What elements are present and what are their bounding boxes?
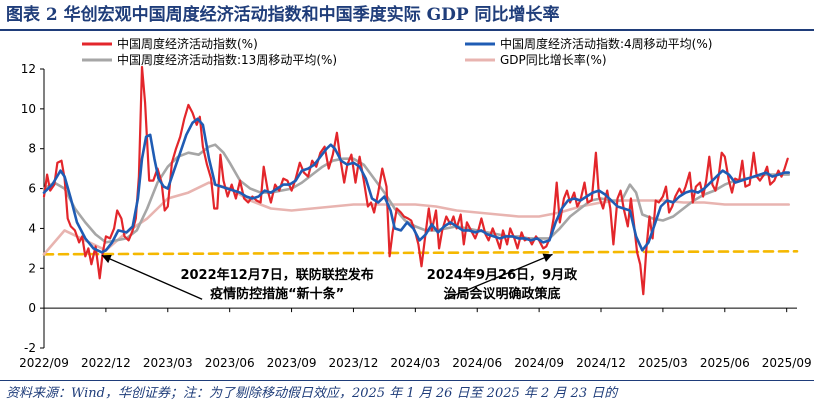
- x-tick-label: 2025/06: [700, 356, 750, 370]
- footer-rule: [0, 380, 814, 381]
- legend-label: 中国周度经济活动指数:4周移动平均(%): [500, 36, 712, 51]
- annotation-text: 2022年12月7日，联防联控发布: [180, 267, 373, 283]
- x-tick-label: 2023/12: [329, 356, 379, 370]
- x-tick-label: 2024/12: [576, 356, 626, 370]
- x-tick-label: 2024/03: [390, 356, 440, 370]
- x-tick-label: 2025/03: [638, 356, 688, 370]
- y-tick-label: 8: [28, 142, 36, 156]
- annotation-text: 疫情防控措施“新十条”: [210, 286, 344, 302]
- x-tick-label: 2022/09: [19, 356, 69, 370]
- annotation-arrow-head: [101, 254, 112, 264]
- y-tick-label: 4: [28, 221, 36, 235]
- title-rule: [0, 29, 814, 31]
- y-tick-label: 2: [28, 261, 36, 275]
- legend-label: 中国周度经济活动指数:13周移动平均(%): [117, 52, 337, 67]
- x-tick-label: 2025/09: [762, 356, 812, 370]
- x-tick-label: 2023/09: [267, 356, 317, 370]
- x-tick-label: 2024/09: [514, 356, 564, 370]
- line-chart: -2 0 2 4 6 8 10 12 2022/09 2022/12 2023/03 2023/06 2…: [19, 36, 812, 370]
- legend-label: 中国周度经济活动指数(%): [117, 36, 258, 51]
- annotation-text: 治局会议明确政策底: [443, 286, 560, 302]
- source-note: 资料来源：Wind，华创证券；注：为了剔除移动假日效应，2025 年 1 月 2…: [6, 386, 618, 401]
- annotation-arrow-shaft: [101, 254, 203, 300]
- x-tick-label: 2024/06: [452, 356, 502, 370]
- series-line-1: [42, 117, 790, 254]
- series-line-0: [42, 65, 789, 296]
- y-tick-label: 10: [21, 102, 36, 116]
- annotation-arrow-shaft: [444, 253, 553, 300]
- x-tick-label: 2023/06: [205, 356, 255, 370]
- legend-label: GDP同比增长率(%): [500, 52, 607, 67]
- y-tick-label: 0: [28, 301, 36, 315]
- annotation-arrow-head: [542, 253, 553, 262]
- y-tick-label: 12: [21, 62, 36, 76]
- x-tick-label: 2022/12: [81, 356, 131, 370]
- y-tick-label: 6: [28, 182, 36, 196]
- y-tick-label: -2: [24, 341, 36, 355]
- figure-title: 图表 2 华创宏观中国周度经济活动指数和中国季度实际 GDP 同比增长率: [6, 5, 560, 25]
- x-tick-label: 2023/03: [143, 356, 193, 370]
